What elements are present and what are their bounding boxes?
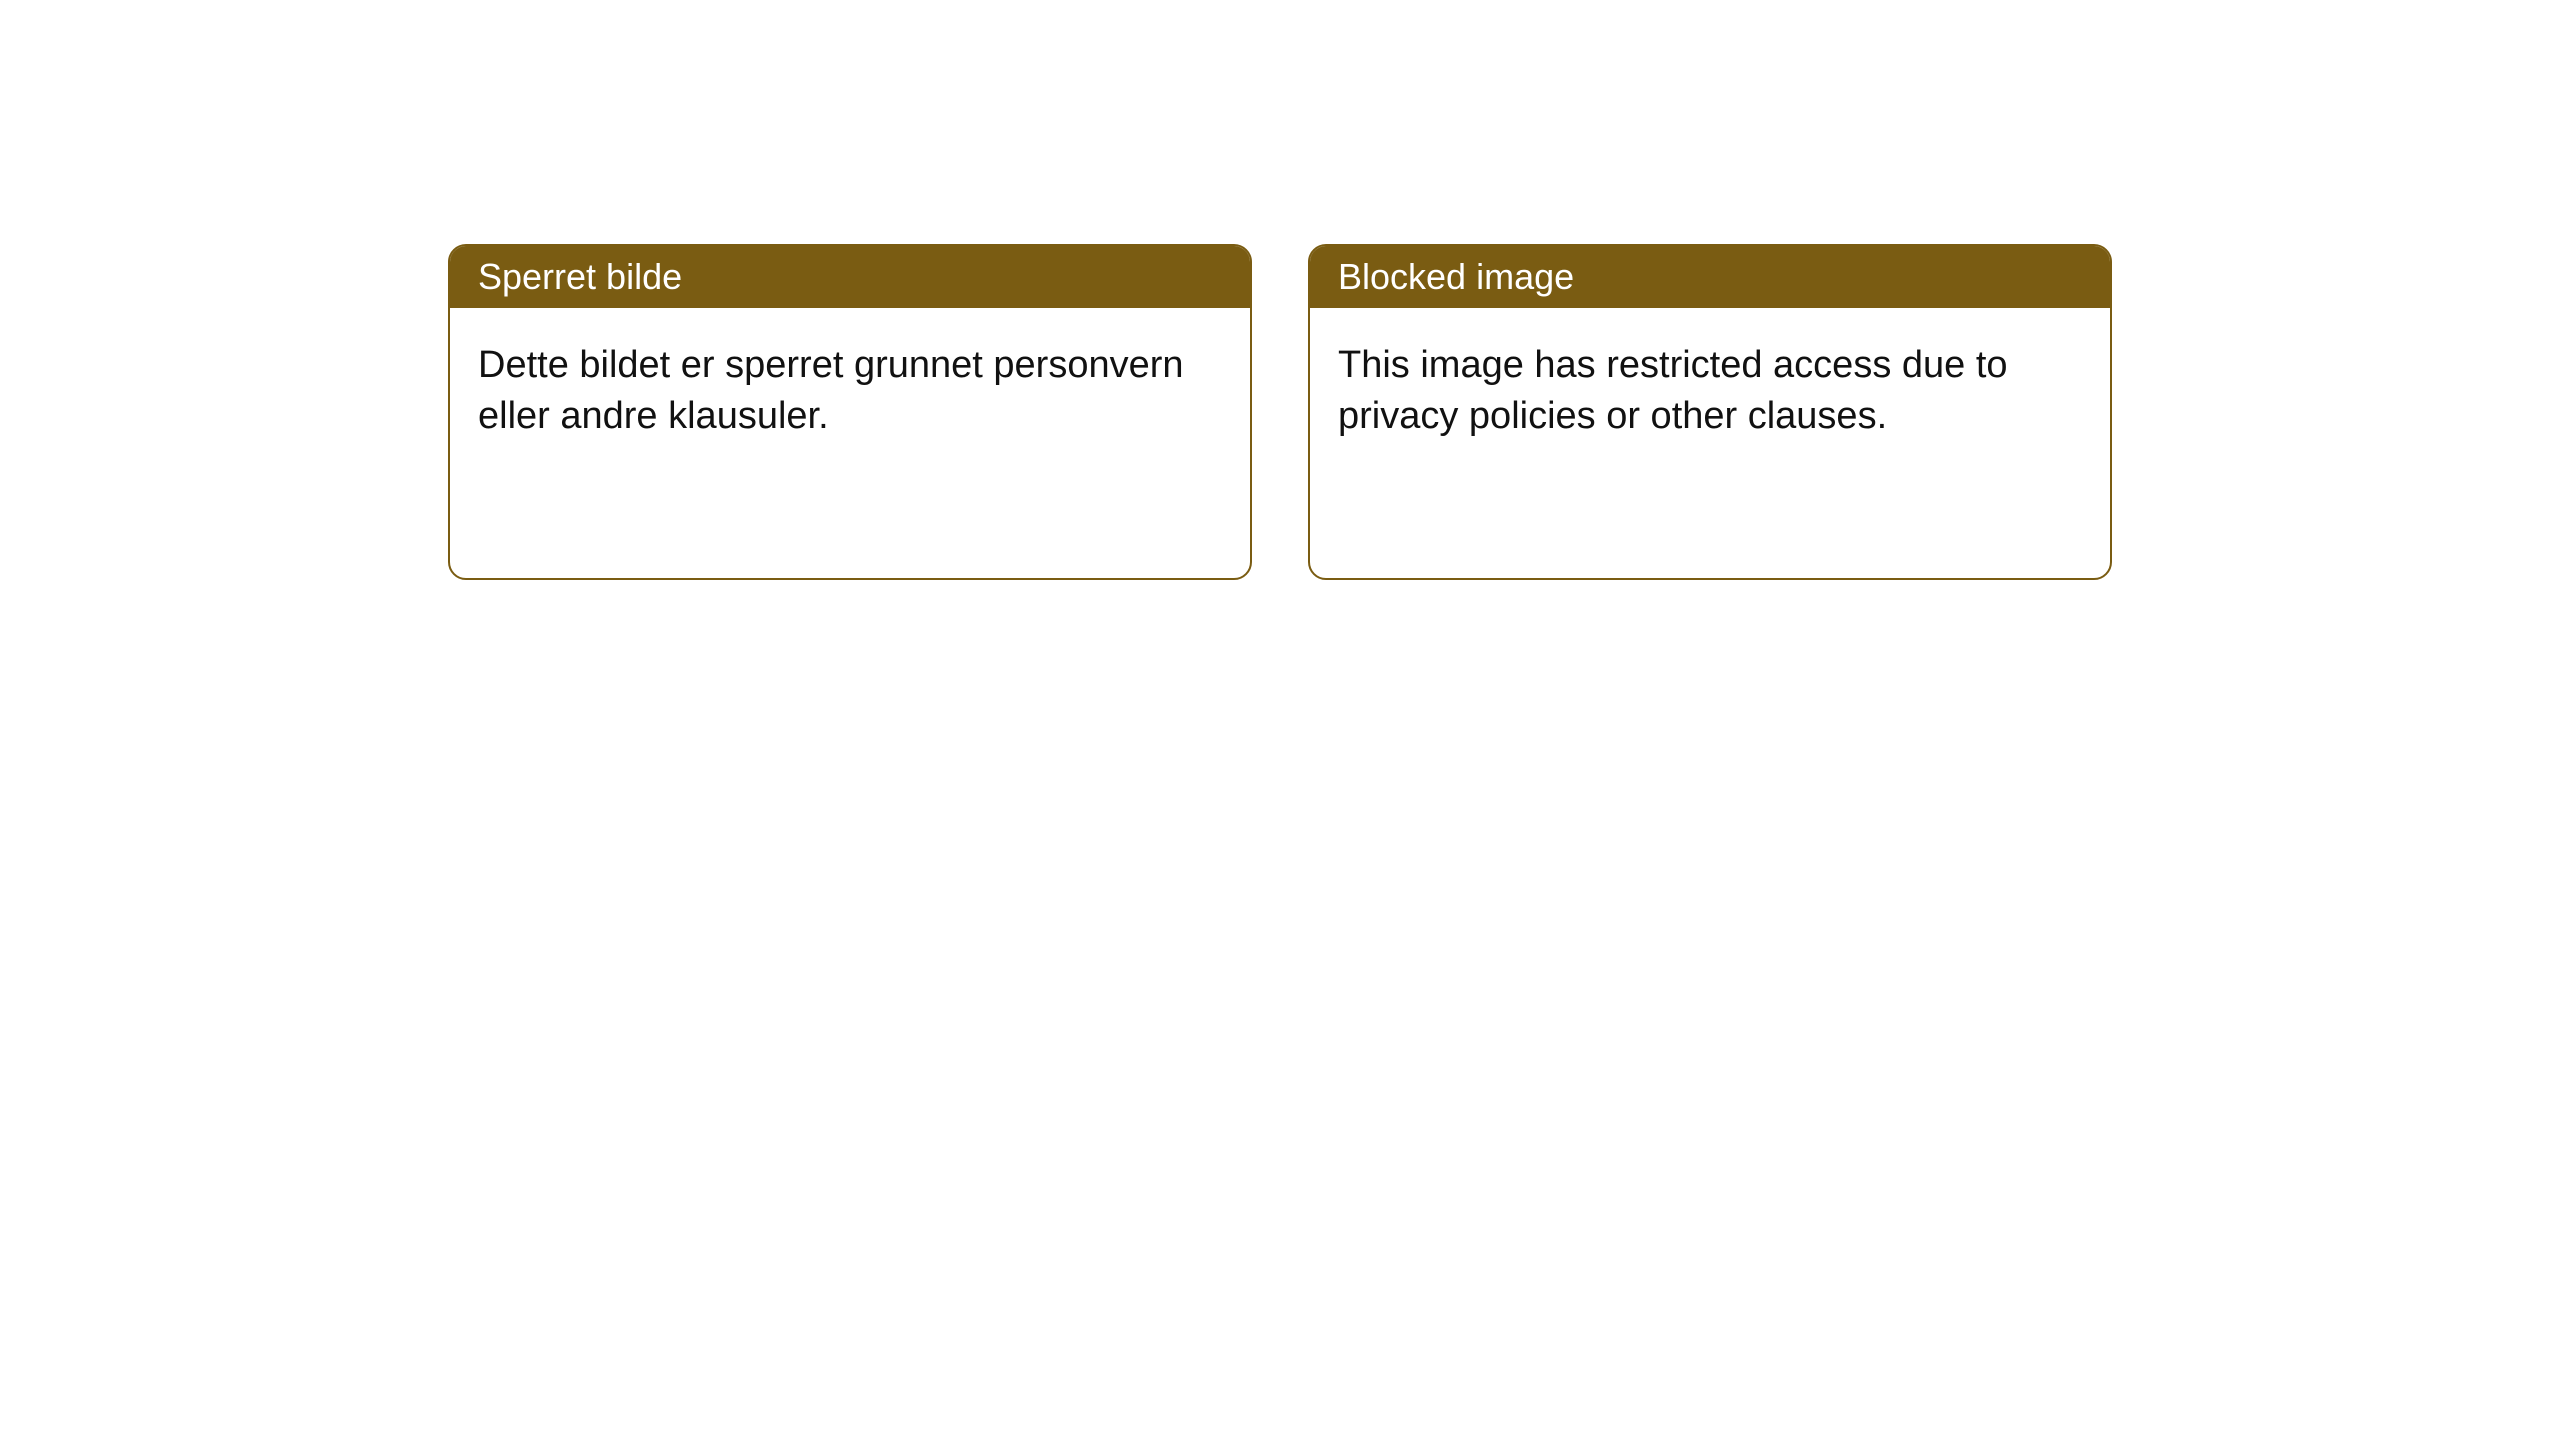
notice-container: Sperret bilde Dette bildet er sperret gr… — [0, 0, 2560, 580]
notice-header: Blocked image — [1310, 246, 2110, 308]
notice-body: Dette bildet er sperret grunnet personve… — [450, 308, 1250, 475]
notice-header: Sperret bilde — [450, 246, 1250, 308]
notice-card-english: Blocked image This image has restricted … — [1308, 244, 2112, 580]
notice-card-norwegian: Sperret bilde Dette bildet er sperret gr… — [448, 244, 1252, 580]
notice-body: This image has restricted access due to … — [1310, 308, 2110, 475]
